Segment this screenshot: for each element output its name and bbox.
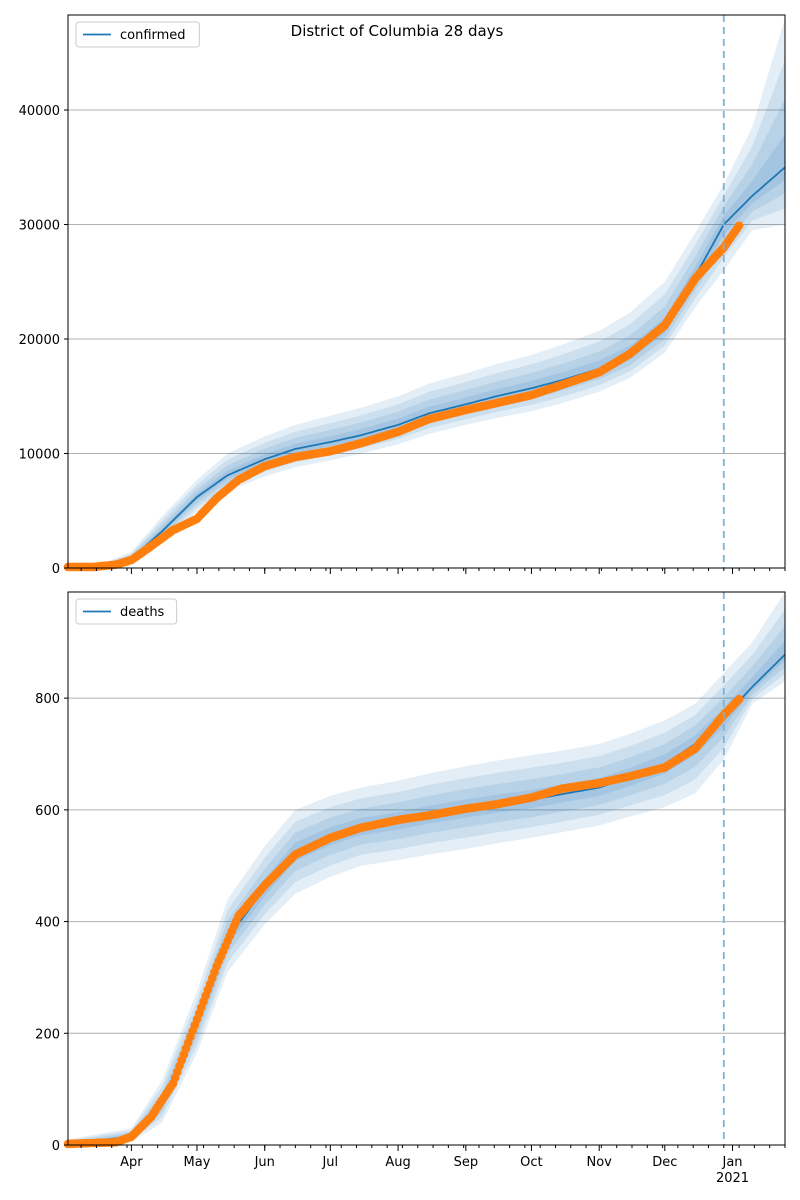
y-tick-label: 40000 xyxy=(19,104,60,119)
y-tick-label: 0 xyxy=(52,562,60,577)
x-tick-label: May xyxy=(184,1155,211,1170)
x-tick-label: Jul xyxy=(321,1155,338,1170)
y-tick-label: 10000 xyxy=(19,448,60,463)
legend: deaths xyxy=(75,598,178,625)
y-tick-label: 200 xyxy=(35,1027,60,1042)
x-tick-label: Aug xyxy=(385,1155,410,1170)
legend: confirmed xyxy=(75,21,200,48)
axes-frame xyxy=(67,14,786,569)
legend-box xyxy=(75,21,200,48)
legend-label: deaths xyxy=(120,605,165,620)
legend-box xyxy=(75,598,178,625)
x-tick-year-label: 2021 xyxy=(716,1171,749,1186)
y-tick-label: 800 xyxy=(35,692,60,707)
y-tick-label: 30000 xyxy=(19,219,60,234)
observed-point xyxy=(734,694,744,704)
axes-frame xyxy=(67,591,786,1146)
x-tick-label: Jun xyxy=(254,1155,275,1170)
legend-label: confirmed xyxy=(120,28,186,43)
y-tick-label: 20000 xyxy=(19,333,60,348)
y-tick-label: 600 xyxy=(35,804,60,819)
y-tick-label: 400 xyxy=(35,916,60,931)
confirmed-panel: 0 10000 20000 30000 40000 confirmed xyxy=(19,14,786,577)
x-tick-label: Nov xyxy=(587,1155,613,1170)
x-tick-label: Jan xyxy=(722,1155,743,1170)
x-tick-label: Sep xyxy=(454,1155,479,1170)
x-tick-label: Oct xyxy=(520,1155,542,1170)
uncertainty-band xyxy=(68,98,785,568)
x-tick-label: Apr xyxy=(120,1155,143,1170)
observed-point xyxy=(734,221,744,230)
x-tick-label: Dec xyxy=(652,1155,677,1170)
deaths-panel: 0 200 400 600 800 Apr May Jun Jul Aug Sep Oct Nov Dec… xyxy=(35,591,786,1186)
figure-title: District of Columbia 28 days xyxy=(291,22,504,40)
y-tick-label: 0 xyxy=(52,1139,60,1154)
